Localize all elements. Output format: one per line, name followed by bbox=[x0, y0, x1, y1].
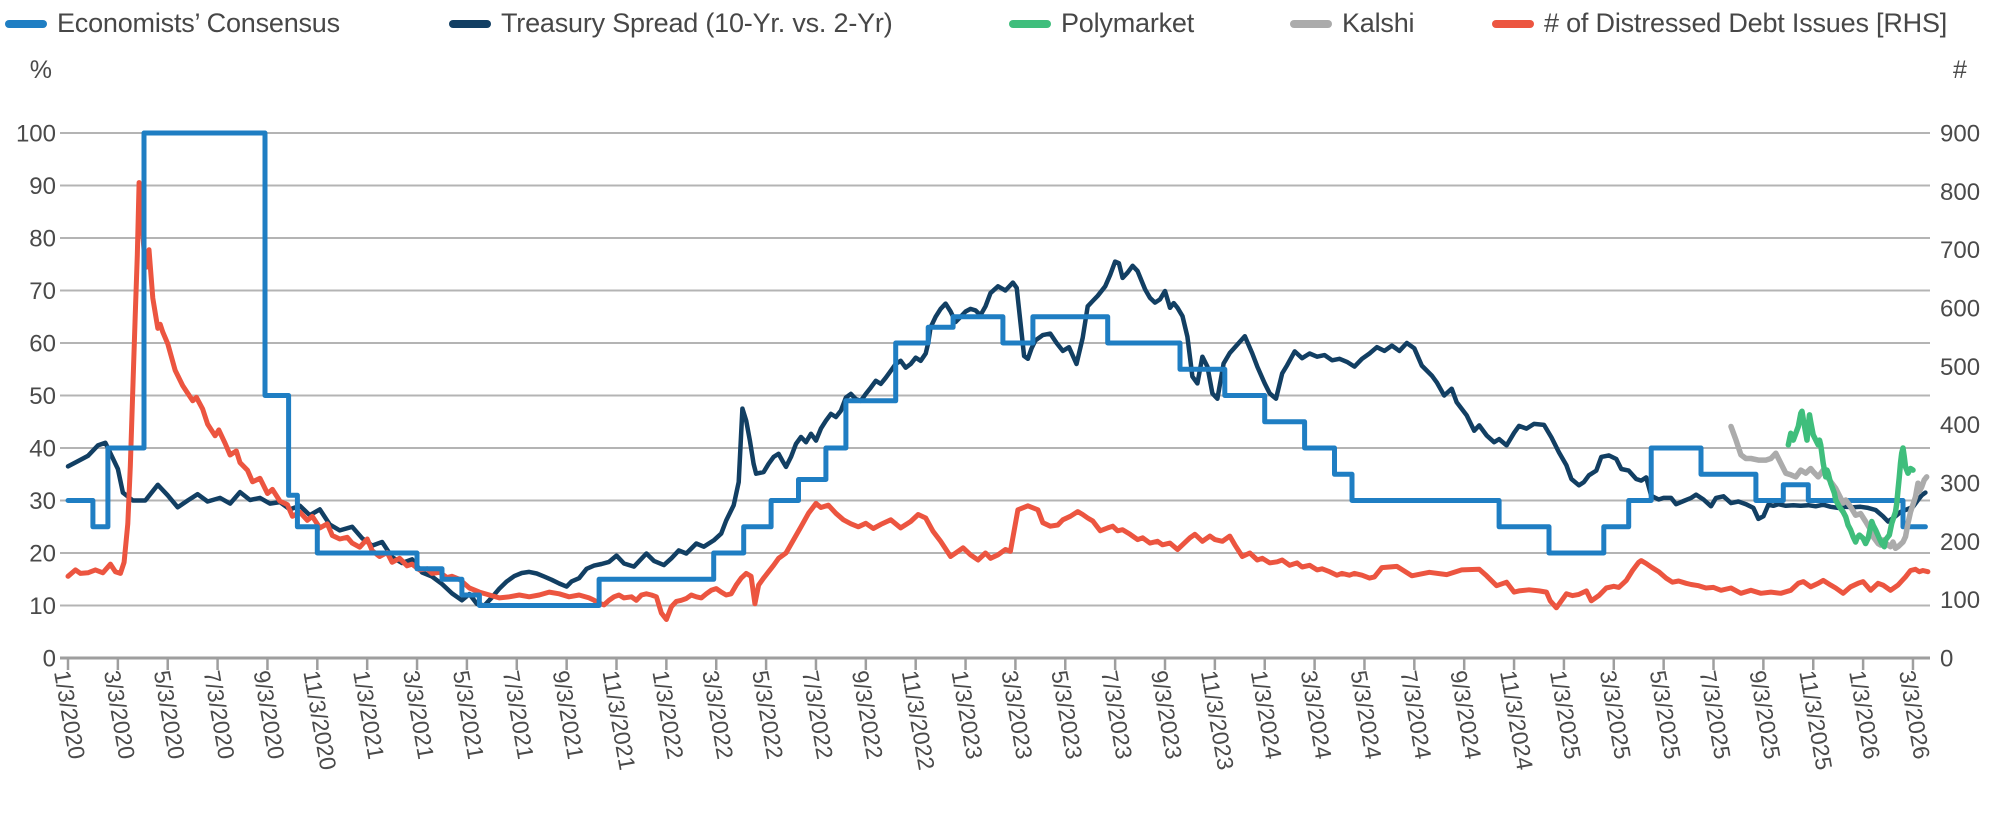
svg-text:1/3/2022: 1/3/2022 bbox=[647, 668, 688, 761]
distressed-debt-swatch-icon bbox=[1492, 19, 1534, 28]
series-line-economists-consensus bbox=[65, 130, 1928, 608]
svg-text:5/3/2020: 5/3/2020 bbox=[149, 668, 190, 761]
legend-label: Treasury Spread (10-Yr. vs. 2-Yr) bbox=[501, 8, 893, 38]
svg-text:0: 0 bbox=[1940, 646, 1953, 673]
svg-text:9/3/2024: 9/3/2024 bbox=[1445, 668, 1486, 761]
svg-text:1/3/2021: 1/3/2021 bbox=[348, 668, 389, 761]
svg-text:400: 400 bbox=[1940, 412, 1980, 439]
svg-text:1/3/2023: 1/3/2023 bbox=[947, 668, 988, 761]
svg-text:9/3/2025: 9/3/2025 bbox=[1744, 668, 1785, 761]
svg-text:9/3/2021: 9/3/2021 bbox=[548, 668, 589, 761]
svg-text:10: 10 bbox=[29, 593, 56, 620]
x-axis-labels: 1/3/2020 3/3/2020 5/3/2020 7/3/2020 9/3/2020… bbox=[49, 668, 1935, 772]
svg-text:7/3/2024: 7/3/2024 bbox=[1395, 668, 1436, 761]
svg-text:9/3/2020: 9/3/2020 bbox=[249, 668, 290, 761]
svg-text:11/3/2023: 11/3/2023 bbox=[1196, 668, 1239, 772]
svg-text:100: 100 bbox=[1940, 587, 1980, 614]
svg-text:5/3/2022: 5/3/2022 bbox=[747, 668, 788, 761]
chart-legend: Economists’ Consensus Treasury Spread (1… bbox=[0, 0, 2000, 40]
treasury-spread-swatch-icon bbox=[449, 19, 491, 28]
svg-text:5/3/2021: 5/3/2021 bbox=[448, 668, 489, 761]
svg-text:200: 200 bbox=[1940, 529, 1980, 556]
svg-text:600: 600 bbox=[1940, 296, 1980, 323]
svg-text:70: 70 bbox=[29, 278, 56, 305]
svg-text:1/3/2026: 1/3/2026 bbox=[1844, 668, 1885, 761]
svg-text:11/3/2025: 11/3/2025 bbox=[1794, 668, 1837, 772]
kalshi-swatch-icon bbox=[1290, 19, 1332, 28]
svg-text:50: 50 bbox=[29, 383, 56, 410]
svg-text:3/3/2026: 3/3/2026 bbox=[1894, 668, 1935, 761]
svg-text:3/3/2021: 3/3/2021 bbox=[398, 668, 439, 761]
svg-text:9/3/2022: 9/3/2022 bbox=[847, 668, 888, 761]
gridlines bbox=[60, 132, 1930, 607]
svg-text:1/3/2025: 1/3/2025 bbox=[1545, 668, 1586, 761]
polymarket-swatch-icon bbox=[1009, 19, 1051, 28]
legend-item-treasury-spread: Treasury Spread (10-Yr. vs. 2-Yr) bbox=[449, 8, 893, 39]
svg-text:5/3/2024: 5/3/2024 bbox=[1346, 668, 1387, 761]
svg-text:5/3/2023: 5/3/2023 bbox=[1046, 668, 1087, 761]
legend-item-economists-consensus: Economists’ Consensus bbox=[5, 8, 340, 39]
legend-label: Polymarket bbox=[1061, 8, 1195, 38]
svg-text:11/3/2020: 11/3/2020 bbox=[298, 668, 341, 772]
svg-text:9/3/2023: 9/3/2023 bbox=[1146, 668, 1187, 761]
svg-text:3/3/2022: 3/3/2022 bbox=[697, 668, 738, 761]
legend-label: # of Distressed Debt Issues [RHS] bbox=[1544, 8, 1948, 38]
svg-text:7/3/2021: 7/3/2021 bbox=[498, 668, 539, 761]
legend-label: Kalshi bbox=[1342, 8, 1415, 38]
svg-text:1/3/2020: 1/3/2020 bbox=[49, 668, 90, 761]
svg-text:11/3/2022: 11/3/2022 bbox=[897, 668, 940, 772]
svg-text:7/3/2020: 7/3/2020 bbox=[199, 668, 240, 761]
legend-item-kalshi: Kalshi bbox=[1290, 8, 1415, 39]
svg-text:3/3/2024: 3/3/2024 bbox=[1296, 668, 1337, 761]
legend-label: Economists’ Consensus bbox=[57, 8, 340, 38]
svg-text:5/3/2025: 5/3/2025 bbox=[1645, 668, 1686, 761]
series-line-kalshi bbox=[1728, 423, 1930, 552]
svg-text:11/3/2024: 11/3/2024 bbox=[1495, 668, 1538, 772]
svg-text:500: 500 bbox=[1940, 354, 1980, 381]
svg-text:1/3/2024: 1/3/2024 bbox=[1246, 668, 1287, 761]
left-axis-labels: 0 10 20 30 40 50 60 70 80 90 100% bbox=[16, 56, 56, 673]
svg-text:300: 300 bbox=[1940, 471, 1980, 498]
svg-text:800: 800 bbox=[1940, 179, 1980, 206]
svg-text:0: 0 bbox=[43, 646, 56, 673]
svg-text:900: 900 bbox=[1940, 121, 1980, 148]
right-axis-unit: # bbox=[1953, 56, 1967, 84]
series-line-polymarket bbox=[1785, 408, 1916, 550]
x-axis bbox=[60, 656, 1930, 670]
svg-text:80: 80 bbox=[29, 226, 56, 253]
svg-text:7/3/2023: 7/3/2023 bbox=[1096, 668, 1137, 761]
svg-text:7/3/2025: 7/3/2025 bbox=[1695, 668, 1736, 761]
svg-text:7/3/2022: 7/3/2022 bbox=[797, 668, 838, 761]
right-axis-labels: 0 100 200 300 400 500 600 700 800 900 # bbox=[1940, 56, 1980, 673]
economists-consensus-swatch-icon bbox=[5, 19, 47, 28]
series bbox=[65, 130, 1931, 622]
svg-text:11/3/2021: 11/3/2021 bbox=[598, 668, 641, 772]
svg-text:90: 90 bbox=[29, 173, 56, 200]
series-line-treasury-spread-yr-vs-yr- bbox=[65, 259, 1928, 608]
svg-text:3/3/2020: 3/3/2020 bbox=[99, 668, 140, 761]
svg-text:100: 100 bbox=[16, 121, 56, 148]
svg-text:3/3/2025: 3/3/2025 bbox=[1595, 668, 1636, 761]
legend-item-polymarket: Polymarket bbox=[1009, 8, 1194, 39]
legend-item-distressed-debt: # of Distressed Debt Issues [RHS] bbox=[1492, 8, 1947, 39]
svg-text:40: 40 bbox=[29, 436, 56, 463]
svg-text:20: 20 bbox=[29, 541, 56, 568]
svg-text:700: 700 bbox=[1940, 237, 1980, 264]
left-axis-unit: % bbox=[30, 56, 52, 84]
svg-text:60: 60 bbox=[29, 331, 56, 358]
svg-text:3/3/2023: 3/3/2023 bbox=[996, 668, 1037, 761]
svg-text:30: 30 bbox=[29, 488, 56, 515]
